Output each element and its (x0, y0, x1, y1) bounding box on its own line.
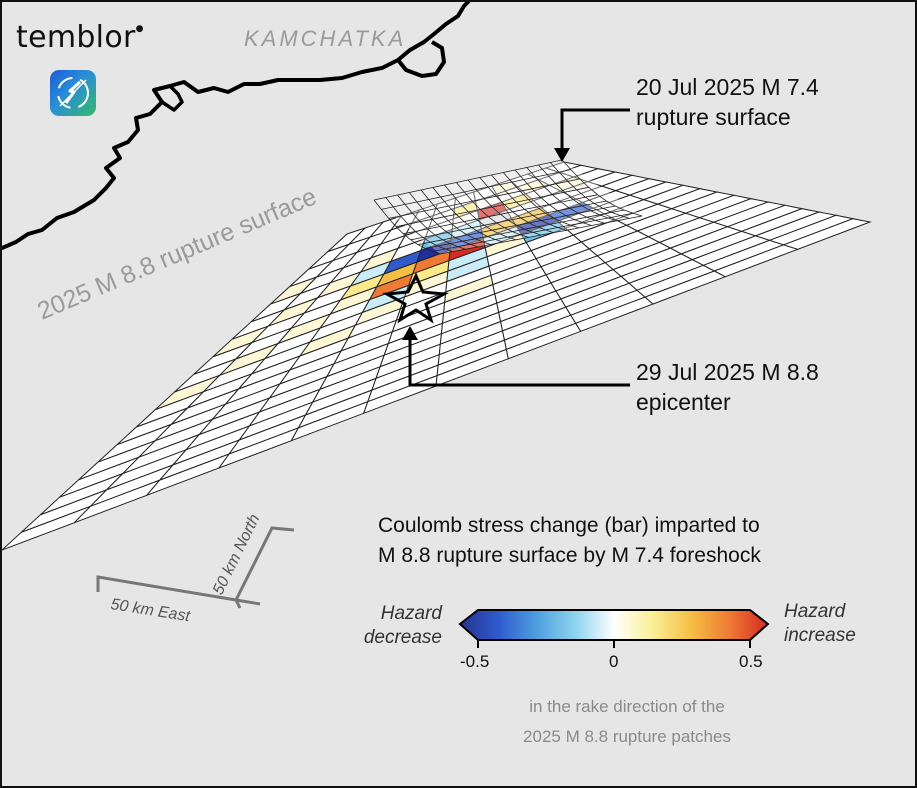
colorbar (458, 609, 770, 648)
foreshock-mesh-line (538, 164, 617, 222)
foreshock-mesh-line (397, 194, 466, 250)
epicenter-annotation-line1: 29 Jul 2025 M 8.8 (636, 359, 819, 385)
foreshock-mesh-line (432, 187, 504, 243)
hazard-increase-label: Hazard increase (784, 600, 874, 648)
legend-title-line2: M 8.8 rupture surface by M 7.4 foreshock (378, 544, 761, 567)
rupture-patch (782, 218, 872, 250)
epicenter-annotation-line2: epicenter (636, 389, 731, 415)
foreshock-mesh-line (514, 169, 592, 226)
foreshock-mesh-line (408, 192, 479, 248)
foreshock-mesh-line (467, 179, 542, 236)
foreshock-mesh-line (491, 174, 567, 231)
colorbar-tick-max: 0.5 (739, 652, 763, 671)
epicenter-pointer (402, 326, 630, 387)
epicenter-annotation: 29 Jul 2025 M 8.8 epicenter (636, 357, 819, 417)
foreshock-mesh-line (420, 189, 491, 245)
foreshock-mesh-line (479, 177, 554, 233)
foreshock-mesh-line (381, 169, 571, 210)
legend-note-line1: in the rake direction of the (529, 697, 725, 716)
foreshock-mesh-line (410, 200, 607, 241)
foreshock-mesh-line (425, 209, 625, 249)
epicenter-star-icon (382, 272, 449, 324)
region-label: KAMCHATKA (244, 26, 407, 51)
kamchatka-coastline (2, 2, 470, 250)
foreshock-mesh-line (526, 167, 605, 224)
foreshock-mesh-line (373, 159, 563, 201)
brand-wordmark: temblor● (16, 20, 144, 55)
foreshock-mesh-line (561, 159, 643, 217)
hazard-increase-line1: Hazard (784, 601, 846, 622)
hazard-decrease-line1: Hazard (380, 603, 442, 624)
foreshock-mesh-line (395, 186, 589, 228)
foreshock-annotation: 20 Jul 2025 M 7.4 rupture surface (636, 72, 819, 132)
kamchatka-peninsula-tip (396, 40, 446, 78)
foreshock-mesh-line (432, 212, 634, 252)
colorbar-tick-min: -0.5 (460, 652, 490, 671)
foreshock-mesh-line (373, 199, 441, 255)
foreshock-mesh-line (502, 172, 580, 229)
legend-note: in the rake direction of the 2025 M 8.8 … (442, 692, 812, 752)
hazard-decrease-label: Hazard decrease (358, 602, 442, 650)
foreshock-mesh-fill (374, 160, 642, 254)
colorbar-tick-zero: 0 (609, 652, 619, 671)
foreshock-mesh-line (388, 178, 580, 219)
foreshock-mesh-line (550, 162, 630, 219)
hazard-decrease-line2: decrease (363, 627, 442, 648)
foreshock-rupture-mesh (373, 159, 643, 255)
foreshock-annotation-line1: 20 Jul 2025 M 7.4 (636, 74, 819, 100)
brand-name: temblor (16, 20, 136, 55)
temblor-logo-icon (50, 70, 96, 116)
legend-title-line1: Coulomb stress change (bar) imparted to (378, 514, 760, 537)
legend-title: Coulomb stress change (bar) imparted to … (378, 511, 858, 571)
foreshock-mesh-line (385, 197, 453, 252)
kamchatka-coastline-detail (161, 84, 184, 112)
foreshock-mesh-line (417, 205, 616, 246)
foreshock-annotation-line2: rupture surface (636, 104, 791, 130)
foreshock-mesh-line (444, 184, 516, 241)
foreshock-mesh-line (439, 215, 643, 255)
brand-dot-icon: ● (135, 24, 144, 34)
rupture-grid (2, 161, 872, 551)
hazard-increase-line2: increase (784, 625, 856, 646)
foreshock-pointer (554, 108, 630, 162)
scale-bar (96, 526, 295, 609)
foreshock-mesh-line (455, 182, 529, 238)
foreshock-mesh-line (403, 194, 598, 235)
legend-note-line2: 2025 M 8.8 rupture patches (523, 727, 731, 746)
